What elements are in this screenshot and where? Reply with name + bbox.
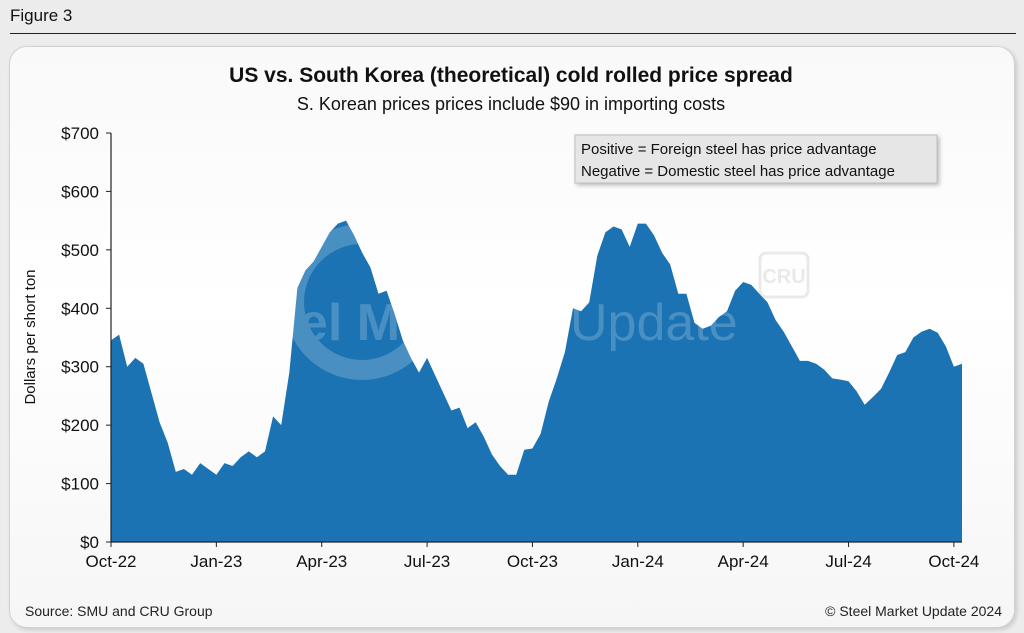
y-tick-label: $0 xyxy=(80,533,99,552)
spread-area xyxy=(111,220,962,542)
y-tick-label: $300 xyxy=(61,358,99,377)
legend-entry-negative: Negative = Domestic steel has price adva… xyxy=(581,163,895,180)
y-axis-ticks: $0 $100 $200 $300 $400 $500 $600 $700 xyxy=(61,124,111,552)
copyright-note: © Steel Market Update 2024 xyxy=(825,603,1002,619)
figure-label: Figure 3 xyxy=(10,6,73,25)
y-tick-label: $100 xyxy=(61,475,99,494)
watermark-swoosh xyxy=(284,224,440,380)
x-tick-label: Oct-24 xyxy=(928,552,979,571)
watermark-text-right: Update xyxy=(570,294,738,352)
legend-box xyxy=(574,134,938,184)
x-tick-label: Apr-24 xyxy=(718,552,769,571)
x-axis-ticks: Oct-22 Jan-23 Apr-23 Jul-23 Oct-23 Jan-24 Apr-… xyxy=(85,542,979,571)
x-tick-label: Jan-23 xyxy=(190,552,242,571)
x-tick-label: Jul-23 xyxy=(404,552,450,571)
watermark-badge: CRU xyxy=(762,266,805,288)
legend: Positive = Foreign steel has price advan… xyxy=(574,134,938,184)
watermark-logo: Steel Market Update CRU xyxy=(218,224,810,380)
watermark-badge-box xyxy=(758,251,810,299)
y-tick-label: $500 xyxy=(61,241,99,260)
chart-subtitle: S. Korean prices prices include $90 in i… xyxy=(297,94,725,114)
watermark-text-left: Steel Market xyxy=(218,294,524,352)
legend-entry-positive: Positive = Foreign steel has price advan… xyxy=(581,141,877,158)
figure-divider xyxy=(10,33,1016,34)
chart-title: US vs. South Korea (theoretical) cold ro… xyxy=(229,64,793,87)
y-tick-label: $400 xyxy=(61,299,99,318)
y-axis-label: Dollars per short ton xyxy=(22,269,39,404)
y-tick-label: $200 xyxy=(61,416,99,435)
x-tick-label: Jul-24 xyxy=(825,552,871,571)
y-tick-label: $700 xyxy=(61,124,99,143)
y-tick-label: $600 xyxy=(61,182,99,201)
source-note: Source: SMU and CRU Group xyxy=(25,603,213,619)
x-tick-label: Apr-23 xyxy=(296,552,347,571)
x-tick-label: Oct-22 xyxy=(85,552,136,571)
x-tick-label: Jan-24 xyxy=(612,552,664,571)
x-tick-label: Oct-23 xyxy=(507,552,558,571)
